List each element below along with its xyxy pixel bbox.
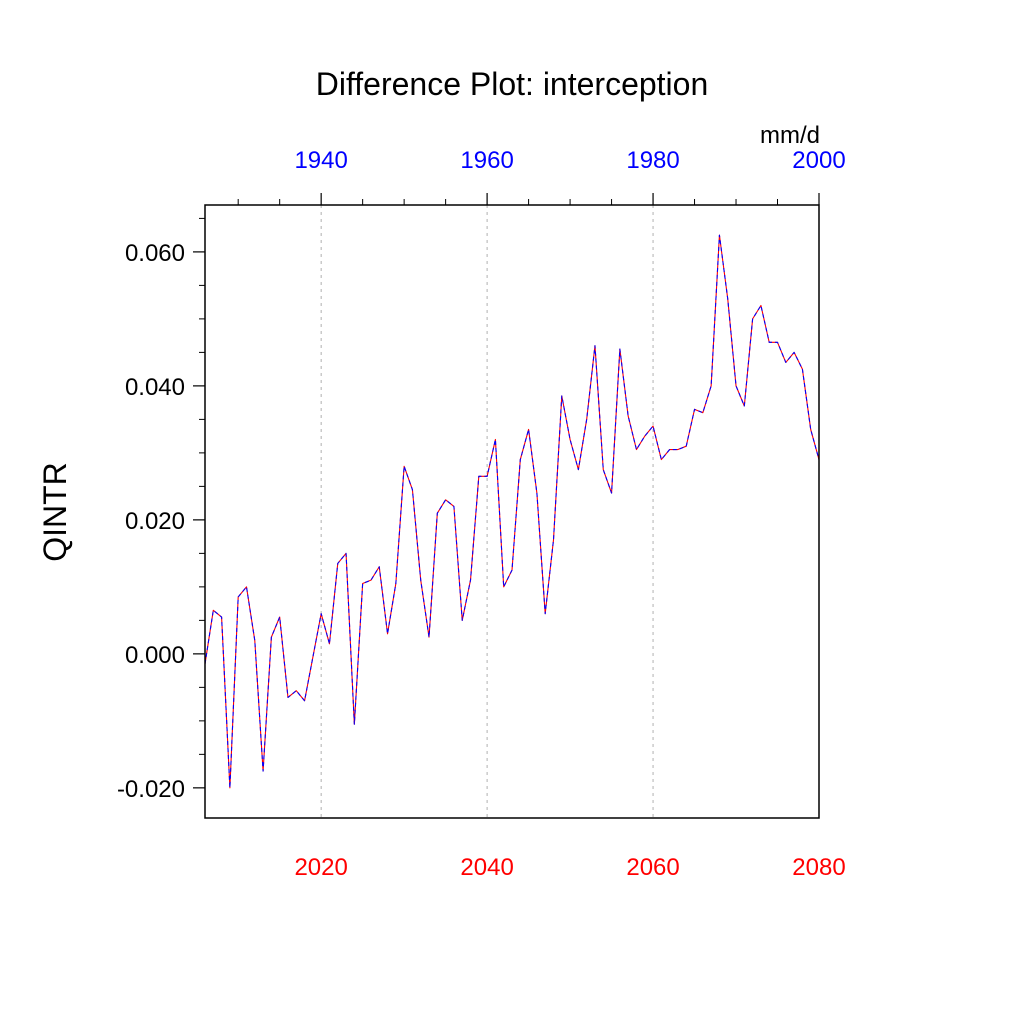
x-bottom-tick-label: 2040 [460, 854, 513, 881]
y-tick-label: 0.000 [125, 642, 185, 669]
y-axis-label: QINTR [37, 462, 73, 562]
y-tick-label: 0.040 [125, 374, 185, 401]
series-layer [204, 234, 820, 789]
x-top-tick-label: 2000 [792, 147, 845, 174]
chart-title: Difference Plot: interception [316, 66, 709, 102]
axis-layer: -0.020 0.000 0.020 0.040 0.060 2020 2040 2060 20… [117, 147, 846, 881]
x-top-tick-label: 1980 [626, 147, 679, 174]
x-top-tick-label: 1960 [460, 147, 513, 174]
x-bottom-tick-label: 2080 [792, 854, 845, 881]
x-top-tick-label: 1940 [294, 147, 347, 174]
y-tick-label: 0.060 [125, 240, 185, 267]
series-line-2 [204, 234, 820, 789]
plot-frame [204, 204, 820, 819]
grid-layer [320, 205, 654, 818]
units-label: mm/d [760, 122, 820, 149]
y-tick-label: -0.020 [117, 776, 185, 803]
series-line-1 [204, 234, 820, 789]
x-bottom-tick-label: 2060 [626, 854, 679, 881]
x-bottom-tick-label: 2020 [294, 854, 347, 881]
y-tick-label: 0.020 [125, 508, 185, 535]
